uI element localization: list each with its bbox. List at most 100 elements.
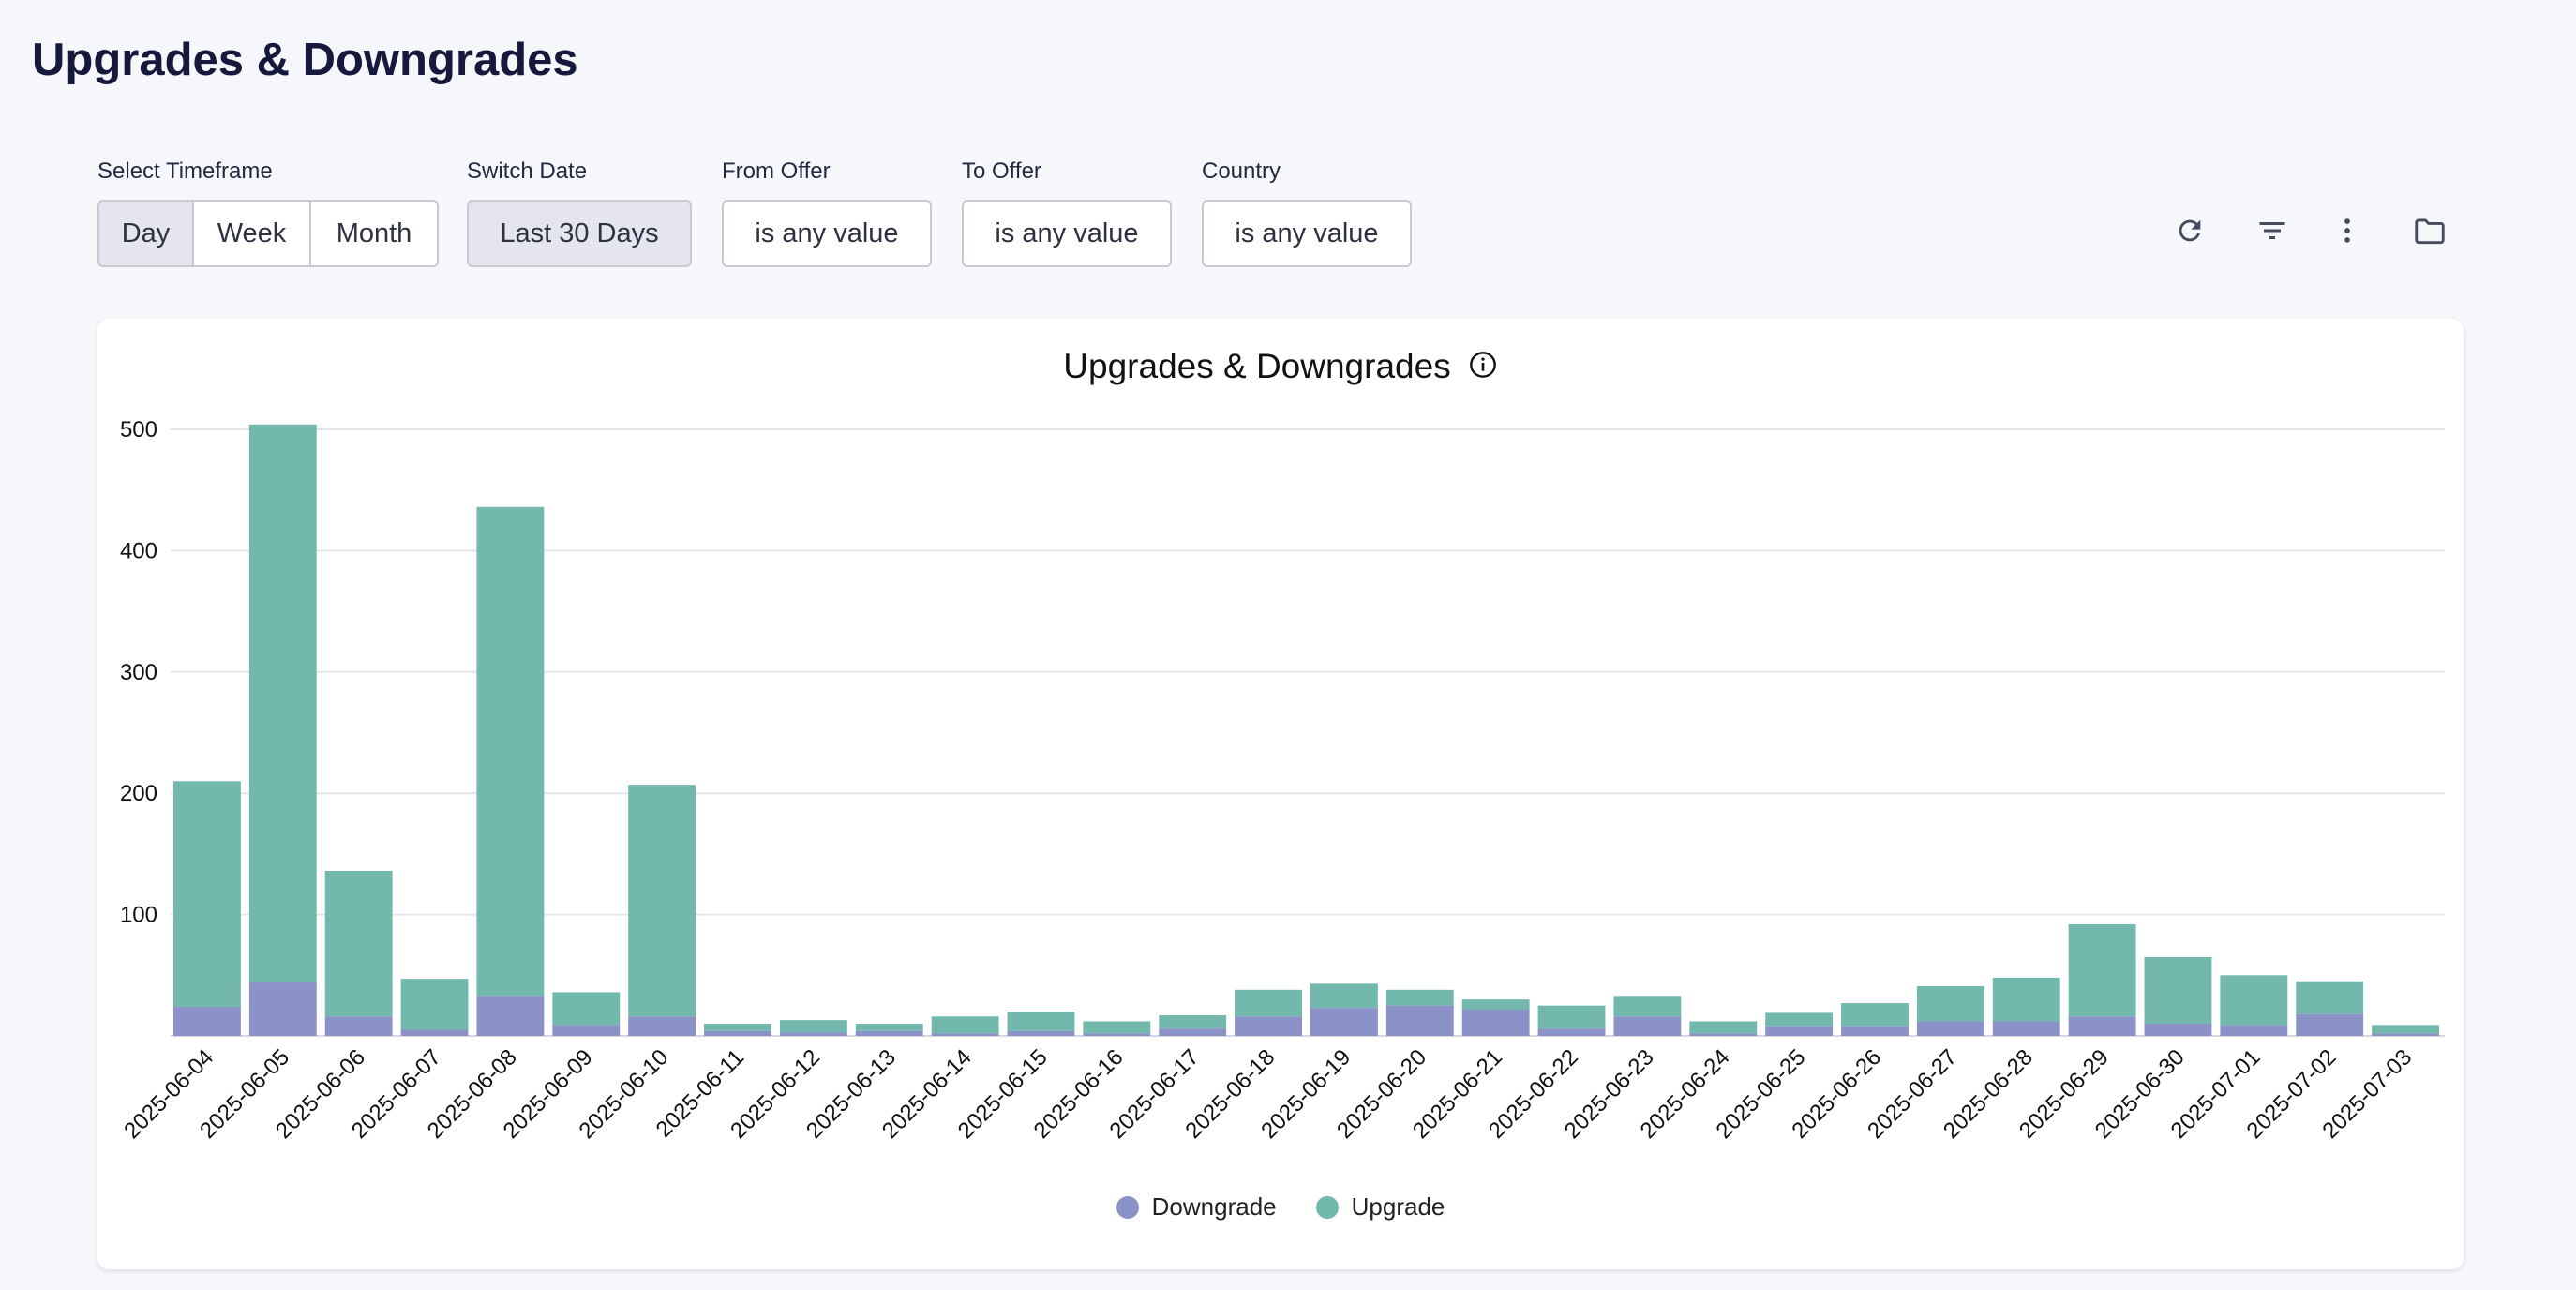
bar-downgrade[interactable] (1159, 1028, 1227, 1036)
timeframe-month-button[interactable]: Month (311, 200, 439, 267)
timeframe-week-button[interactable]: Week (194, 200, 311, 267)
timeframe-segmented-control: Day Week Month (97, 200, 439, 267)
bar-upgrade[interactable] (779, 1020, 847, 1033)
legend-label-downgrade: Downgrade (1151, 1192, 1277, 1221)
from-offer-label: From Offer (722, 158, 831, 184)
bar-upgrade[interactable] (1613, 996, 1682, 1017)
bar-upgrade[interactable] (2068, 923, 2136, 1017)
bar-downgrade[interactable] (552, 1025, 621, 1036)
bar-downgrade[interactable] (2372, 1033, 2439, 1036)
bar-upgrade[interactable] (2372, 1025, 2439, 1034)
y-tick-label: 200 (120, 781, 157, 806)
bar-downgrade[interactable] (1385, 1005, 1454, 1036)
bar-downgrade[interactable] (2296, 1013, 2364, 1036)
bar-downgrade[interactable] (1461, 1009, 1530, 1036)
bar-downgrade[interactable] (779, 1032, 847, 1036)
bar-downgrade[interactable] (248, 982, 317, 1036)
bar-downgrade[interactable] (1235, 1016, 1302, 1036)
folder-icon[interactable] (2407, 208, 2452, 253)
to-offer-button[interactable]: is any value (962, 200, 1172, 267)
bar-downgrade[interactable] (173, 1006, 241, 1036)
y-tick-label: 100 (120, 903, 157, 928)
bar-upgrade[interactable] (704, 1024, 771, 1031)
bar-upgrade[interactable] (1310, 983, 1378, 1009)
bar-upgrade[interactable] (1841, 1003, 1909, 1027)
to-offer-label: To Offer (962, 158, 1041, 184)
bar-upgrade[interactable] (1083, 1021, 1151, 1034)
legend-item-upgrade[interactable]: Upgrade (1315, 1192, 1445, 1222)
timeframe-filter: Select Timeframe Day Week Month (97, 158, 439, 267)
bar-upgrade[interactable] (1235, 989, 1302, 1017)
y-tick-label: 400 (120, 538, 157, 563)
bar-upgrade[interactable] (324, 871, 393, 1017)
bar-downgrade[interactable] (855, 1030, 923, 1036)
to-offer-filter: To Offer is any value (962, 158, 1172, 267)
bar-upgrade[interactable] (855, 1024, 923, 1031)
country-label: Country (1202, 158, 1281, 184)
bar-downgrade[interactable] (1992, 1021, 2060, 1036)
switch-date-button[interactable]: Last 30 Days (467, 200, 692, 267)
legend-item-downgrade[interactable]: Downgrade (1116, 1192, 1277, 1222)
switch-date-label: Switch Date (467, 158, 588, 184)
bar-upgrade[interactable] (248, 424, 317, 983)
bar-upgrade[interactable] (1385, 989, 1454, 1006)
bar-downgrade[interactable] (1916, 1021, 1984, 1036)
page-title: Upgrades & Downgrades (32, 35, 578, 85)
info-icon[interactable] (1468, 350, 1498, 384)
more-vert-icon[interactable] (2325, 208, 2370, 253)
bar-downgrade[interactable] (2068, 1016, 2136, 1036)
bar-downgrade[interactable] (1841, 1026, 1909, 1036)
bar-downgrade[interactable] (1083, 1033, 1151, 1036)
bar-downgrade[interactable] (1537, 1028, 1606, 1036)
bar-upgrade[interactable] (1159, 1015, 1227, 1029)
bar-chart: 1002003004005002025-06-042025-06-052025-… (119, 417, 2445, 1144)
bar-upgrade[interactable] (1537, 1005, 1606, 1029)
bar-downgrade[interactable] (2220, 1025, 2288, 1036)
bar-downgrade[interactable] (2144, 1024, 2212, 1036)
bar-downgrade[interactable] (324, 1016, 393, 1036)
bar-downgrade[interactable] (931, 1033, 999, 1036)
bar-upgrade[interactable] (1916, 985, 1984, 1022)
bar-upgrade[interactable] (1765, 1012, 1834, 1027)
bar-upgrade[interactable] (1007, 1012, 1075, 1031)
chart-card: Upgrades & Downgrades 100 200 300 400 500 202… (97, 319, 2464, 1269)
bar-upgrade[interactable] (1992, 977, 2060, 1022)
bar-downgrade[interactable] (400, 1029, 469, 1036)
filter-icon[interactable] (2250, 208, 2295, 253)
bar-downgrade[interactable] (704, 1030, 771, 1036)
downgrade-legend-swatch (1116, 1195, 1139, 1219)
bar-upgrade[interactable] (2296, 981, 2364, 1014)
bar-upgrade[interactable] (552, 992, 621, 1026)
from-offer-filter: From Offer is any value (722, 158, 932, 267)
bar-downgrade[interactable] (628, 1016, 696, 1036)
upgrade-legend-swatch (1315, 1195, 1339, 1219)
bar-upgrade[interactable] (1461, 999, 1530, 1010)
from-offer-button[interactable]: is any value (722, 200, 932, 267)
chart-header: Upgrades & Downgrades (97, 347, 2464, 386)
bar-upgrade[interactable] (173, 781, 241, 1007)
bar-upgrade[interactable] (628, 785, 696, 1017)
bar-downgrade[interactable] (1689, 1033, 1758, 1036)
bar-upgrade[interactable] (1689, 1021, 1758, 1034)
bar-upgrade[interactable] (931, 1016, 999, 1034)
bar-downgrade[interactable] (1765, 1026, 1834, 1036)
country-button[interactable]: is any value (1202, 200, 1412, 267)
refresh-icon[interactable] (2167, 208, 2212, 253)
bar-upgrade[interactable] (400, 979, 469, 1030)
timeframe-day-button[interactable]: Day (97, 200, 194, 267)
legend-label-upgrade: Upgrade (1351, 1192, 1445, 1221)
y-tick-label: 300 (120, 660, 157, 685)
timeframe-label: Select Timeframe (97, 158, 273, 184)
bar-upgrade[interactable] (476, 506, 545, 997)
bar-downgrade[interactable] (1310, 1008, 1378, 1036)
chart-legend: Downgrade Upgrade (97, 1192, 2464, 1222)
bar-upgrade[interactable] (2220, 975, 2288, 1026)
y-tick-label: 500 (120, 417, 157, 442)
bar-downgrade[interactable] (476, 996, 545, 1036)
chart-title: Upgrades & Downgrades (1063, 347, 1451, 385)
bar-downgrade[interactable] (1007, 1030, 1075, 1036)
bar-downgrade[interactable] (1613, 1016, 1682, 1036)
bar-upgrade[interactable] (2144, 956, 2212, 1025)
switch-date-filter: Switch Date Last 30 Days (467, 158, 692, 267)
country-filter: Country is any value (1202, 158, 1412, 267)
